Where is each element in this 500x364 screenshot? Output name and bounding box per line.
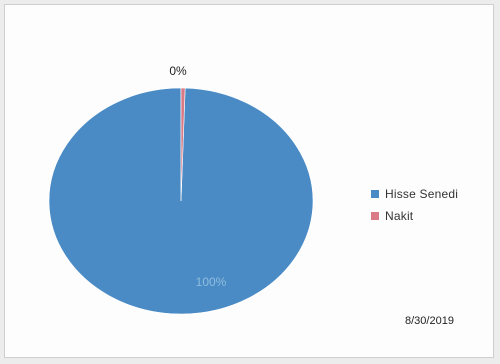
- legend-label-nakit: Nakit: [385, 209, 414, 223]
- legend: Hisse Senedi Nakit: [371, 183, 458, 227]
- legend-swatch-nakit: [371, 212, 379, 220]
- data-label-hisse-senedi: 100%: [196, 275, 227, 289]
- data-label-nakit: 0%: [169, 64, 187, 78]
- legend-item-nakit[interactable]: Nakit: [371, 205, 458, 227]
- pie-chart: 100% 0%: [48, 64, 314, 315]
- legend-swatch-hisse-senedi: [371, 190, 379, 198]
- legend-item-hisse-senedi[interactable]: Hisse Senedi: [371, 183, 458, 205]
- legend-label-hisse-senedi: Hisse Senedi: [385, 187, 459, 201]
- chart-frame: 100% 0% Hisse Senedi Nakit 8/30/2019: [4, 4, 494, 358]
- slice-nakit[interactable]: [180, 87, 186, 202]
- chart-date: 8/30/2019: [405, 315, 454, 327]
